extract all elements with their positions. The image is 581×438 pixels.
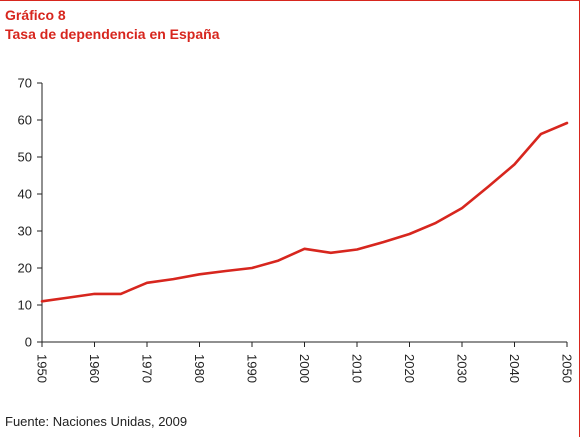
x-tick-label: 2020: [402, 354, 417, 383]
x-tick-label: 1990: [245, 354, 260, 383]
x-tick-label: 2030: [455, 354, 470, 383]
x-tick-label: 2040: [507, 354, 522, 383]
y-tick-label: 50: [18, 150, 32, 165]
y-tick-label: 10: [18, 298, 32, 313]
figure-header: Gráfico 8 Tasa de dependencia en España: [5, 6, 219, 44]
y-tick-label: 70: [18, 76, 32, 91]
figure-title: Tasa de dependencia en España: [5, 26, 220, 42]
y-axis: 0 10 20 30 40 50 60 70: [18, 76, 43, 350]
x-tick-label: 1960: [87, 354, 102, 383]
y-tick-label: 60: [18, 113, 32, 128]
x-tick-label: 1950: [35, 354, 50, 383]
y-tick-label: 40: [18, 187, 32, 202]
data-series: [40, 121, 569, 303]
y-tick-label: 0: [25, 335, 32, 350]
x-tick-label: 2000: [297, 354, 312, 383]
y-tick-label: 20: [18, 261, 32, 276]
figure-label: Gráfico 8: [5, 7, 66, 23]
x-tick-label: 1980: [192, 354, 207, 383]
series-line: [40, 121, 569, 303]
x-axis: 1950 1960 1970 1980 1990 2000 2010 2020 2030 2040…: [35, 341, 575, 383]
x-tick-label: 2050: [560, 354, 575, 383]
source-note: Fuente: Naciones Unidas, 2009: [5, 414, 188, 429]
x-tick-label: 1970: [140, 354, 155, 383]
y-tick-label: 30: [18, 224, 32, 239]
x-tick-label: 2010: [350, 354, 365, 383]
